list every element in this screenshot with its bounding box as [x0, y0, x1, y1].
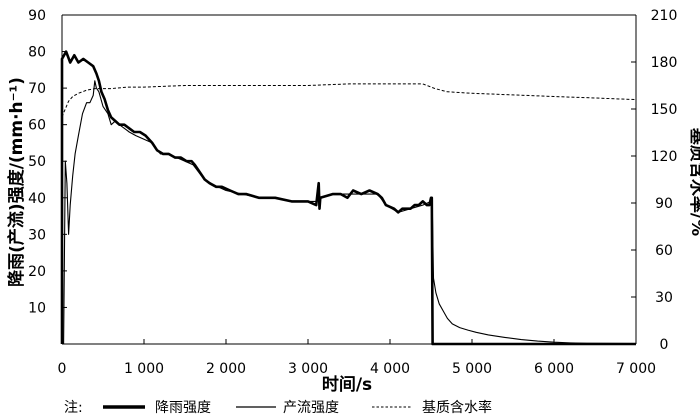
y-right-tick-label: 30 [655, 290, 673, 306]
series-line-moisture [61, 83, 637, 117]
x-tick-label: 6 000 [534, 361, 574, 377]
y-axis-right-title: 基质含水率/% [687, 127, 700, 236]
y-left-tick-label: 80 [28, 45, 46, 61]
y-left-tick-label: 50 [28, 154, 46, 170]
x-tick-label: 7 000 [616, 361, 656, 377]
y-left-tick-label: 10 [28, 300, 46, 316]
legend-label-rainfall: 降雨强度 [155, 400, 211, 416]
legend-prefix: 注: [64, 400, 83, 416]
series-layer [60, 50, 637, 346]
series-line-rainfall [60, 50, 636, 346]
y-right-tick-label: 150 [651, 102, 678, 118]
x-tick-label: 3 000 [288, 361, 328, 377]
x-tick-label: 5 000 [452, 361, 492, 377]
y-right-tick-label: 120 [651, 149, 678, 165]
y-left-tick-label: 60 [28, 118, 46, 134]
x-axis-title: 时间/s [322, 374, 372, 395]
x-tick-label: 2 000 [206, 361, 246, 377]
y-left-tick-label: 90 [28, 8, 46, 24]
y-left-tick-label: 40 [28, 191, 46, 207]
x-tick-label: 1 000 [124, 361, 164, 377]
legend-label-runoff: 产流强度 [283, 400, 339, 416]
x-tick-label: 0 [58, 361, 67, 377]
y-right-tick-label: 210 [651, 8, 678, 24]
ticks-layer: 0 1 000 2 000 3 000 4 000 5 000 6 000 7 000 10 20… [28, 8, 677, 377]
y-right-tick-label: 180 [651, 55, 678, 71]
series-line-runoff [62, 80, 637, 345]
y-axis-left-title: 降雨(产流)强度/(mm·h⁻¹) [6, 77, 27, 287]
y-left-tick-label: 30 [28, 227, 46, 243]
y-right-tick-label: 0 [660, 337, 669, 353]
x-tick-label: 4 000 [370, 361, 410, 377]
y-left-tick-label: 70 [28, 81, 46, 97]
y-left-tick-label: 20 [28, 264, 46, 280]
legend-label-moisture: 基质含水率 [422, 399, 492, 416]
y-right-tick-label: 90 [655, 196, 673, 212]
legend: 注: 降雨强度 产流强度 基质含水率 [64, 399, 492, 416]
y-right-tick-label: 60 [655, 243, 673, 259]
axes-layer [61, 14, 637, 345]
